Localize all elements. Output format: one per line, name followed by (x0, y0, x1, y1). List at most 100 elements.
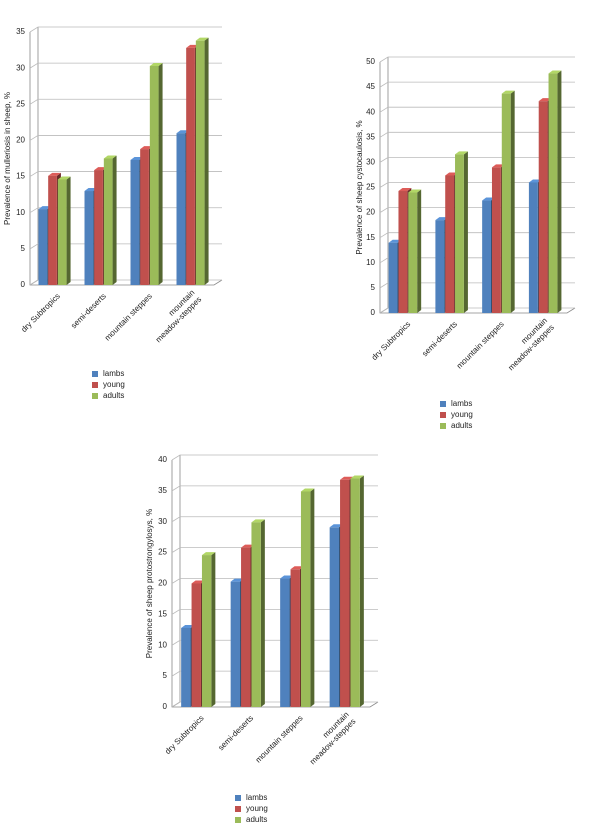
bar-top (350, 475, 364, 479)
x-tick-label: dry Subtropics (19, 292, 62, 335)
bar (491, 167, 501, 313)
bar (445, 175, 455, 313)
bar (482, 200, 492, 313)
bar (195, 40, 205, 285)
y-tick-label: 5 (21, 244, 26, 253)
legend-label: young (103, 380, 125, 389)
bar (201, 555, 212, 707)
bar-top (491, 164, 505, 168)
y-tick-label: 30 (366, 158, 375, 167)
x-tick-label: mountain steppes (103, 292, 154, 343)
y-tick-label: 35 (366, 132, 375, 141)
x-tick-label: mountain steppes (455, 320, 506, 371)
x-tick-label: semi-deserts (69, 292, 108, 331)
bar-top (186, 44, 199, 48)
legend-swatch (440, 412, 446, 418)
y-tick-label: 15 (366, 233, 375, 242)
bar (191, 583, 201, 707)
legend-label: young (246, 804, 268, 813)
bar (501, 93, 511, 313)
bar-top (280, 575, 294, 579)
bar-top (408, 189, 422, 193)
bar (186, 47, 195, 285)
legend-label: lambs (246, 793, 267, 802)
y-tick-label: 0 (163, 702, 168, 711)
bar (538, 101, 548, 313)
y-tick-label: 40 (158, 455, 167, 464)
bar-side (359, 475, 364, 707)
y-tick-label: 10 (366, 258, 375, 267)
bar-top (445, 172, 459, 176)
bar-side (66, 176, 71, 285)
bar-top (251, 519, 265, 523)
bar (149, 65, 159, 285)
bar (548, 73, 558, 314)
bar (140, 149, 149, 285)
bar-top (48, 172, 61, 176)
y-tick-label: 5 (163, 671, 168, 680)
x-tick-label: semi-deserts (420, 320, 459, 359)
y-tick-label: 20 (16, 136, 25, 145)
legend-label: adults (103, 391, 124, 400)
bar (103, 158, 113, 285)
y-tick-label: 10 (16, 208, 25, 217)
bar (408, 192, 418, 313)
bar-top (195, 37, 209, 41)
bar-side (510, 90, 515, 313)
grid-line (379, 81, 575, 88)
bar-top (201, 552, 216, 556)
legend-label: adults (246, 815, 267, 824)
grid-line (379, 56, 575, 63)
bar (94, 170, 103, 285)
bar-top (241, 544, 255, 548)
bar-side (557, 70, 562, 314)
y-tick-label: 30 (158, 517, 167, 526)
bar-top (300, 488, 315, 492)
bar-side (211, 552, 216, 707)
y-tick-label: 5 (371, 283, 376, 292)
bar (57, 179, 67, 285)
bar (300, 491, 311, 707)
bar-top (230, 578, 245, 582)
bar (241, 547, 251, 707)
bar-side (204, 37, 209, 285)
x-tick-label: mountain steppes (254, 714, 305, 765)
y-axis-title: Prevalence of sheep protostrongylosys, % (145, 509, 154, 658)
bar (130, 159, 140, 285)
bar (329, 527, 340, 707)
bar-top (191, 580, 205, 584)
legend-swatch (92, 371, 98, 377)
bar (528, 182, 538, 313)
y-tick-label: 45 (366, 82, 375, 91)
bar (251, 522, 261, 707)
y-tick-label: 25 (16, 99, 25, 108)
bar (398, 191, 408, 313)
bar-side (158, 62, 163, 285)
bar (48, 175, 57, 285)
legend-label: lambs (451, 399, 472, 408)
bar-top (538, 98, 552, 102)
legend-swatch (235, 795, 241, 801)
y-tick-label: 0 (21, 280, 26, 289)
bar-top (528, 179, 542, 183)
y-tick-label: 40 (366, 107, 375, 116)
y-axis-title: Prevalence of mulleriosis in sheep, % (3, 92, 12, 225)
bar-top (176, 130, 190, 134)
x-tick-label: semi-deserts (216, 714, 255, 753)
legend-swatch (92, 393, 98, 399)
bar-top (84, 188, 98, 192)
y-tick-label: 20 (366, 208, 375, 217)
legend-swatch (235, 806, 241, 812)
bar (435, 220, 445, 313)
grid-line (171, 485, 378, 492)
bar-top (548, 70, 562, 74)
legend-swatch (440, 401, 446, 407)
bar-top (329, 524, 344, 528)
bar (350, 478, 360, 707)
grid-line (29, 26, 222, 33)
bar-top (435, 217, 449, 221)
legend-swatch (440, 423, 446, 429)
bar-top (149, 62, 163, 66)
bar-top (398, 188, 412, 192)
y-tick-label: 30 (16, 63, 25, 72)
